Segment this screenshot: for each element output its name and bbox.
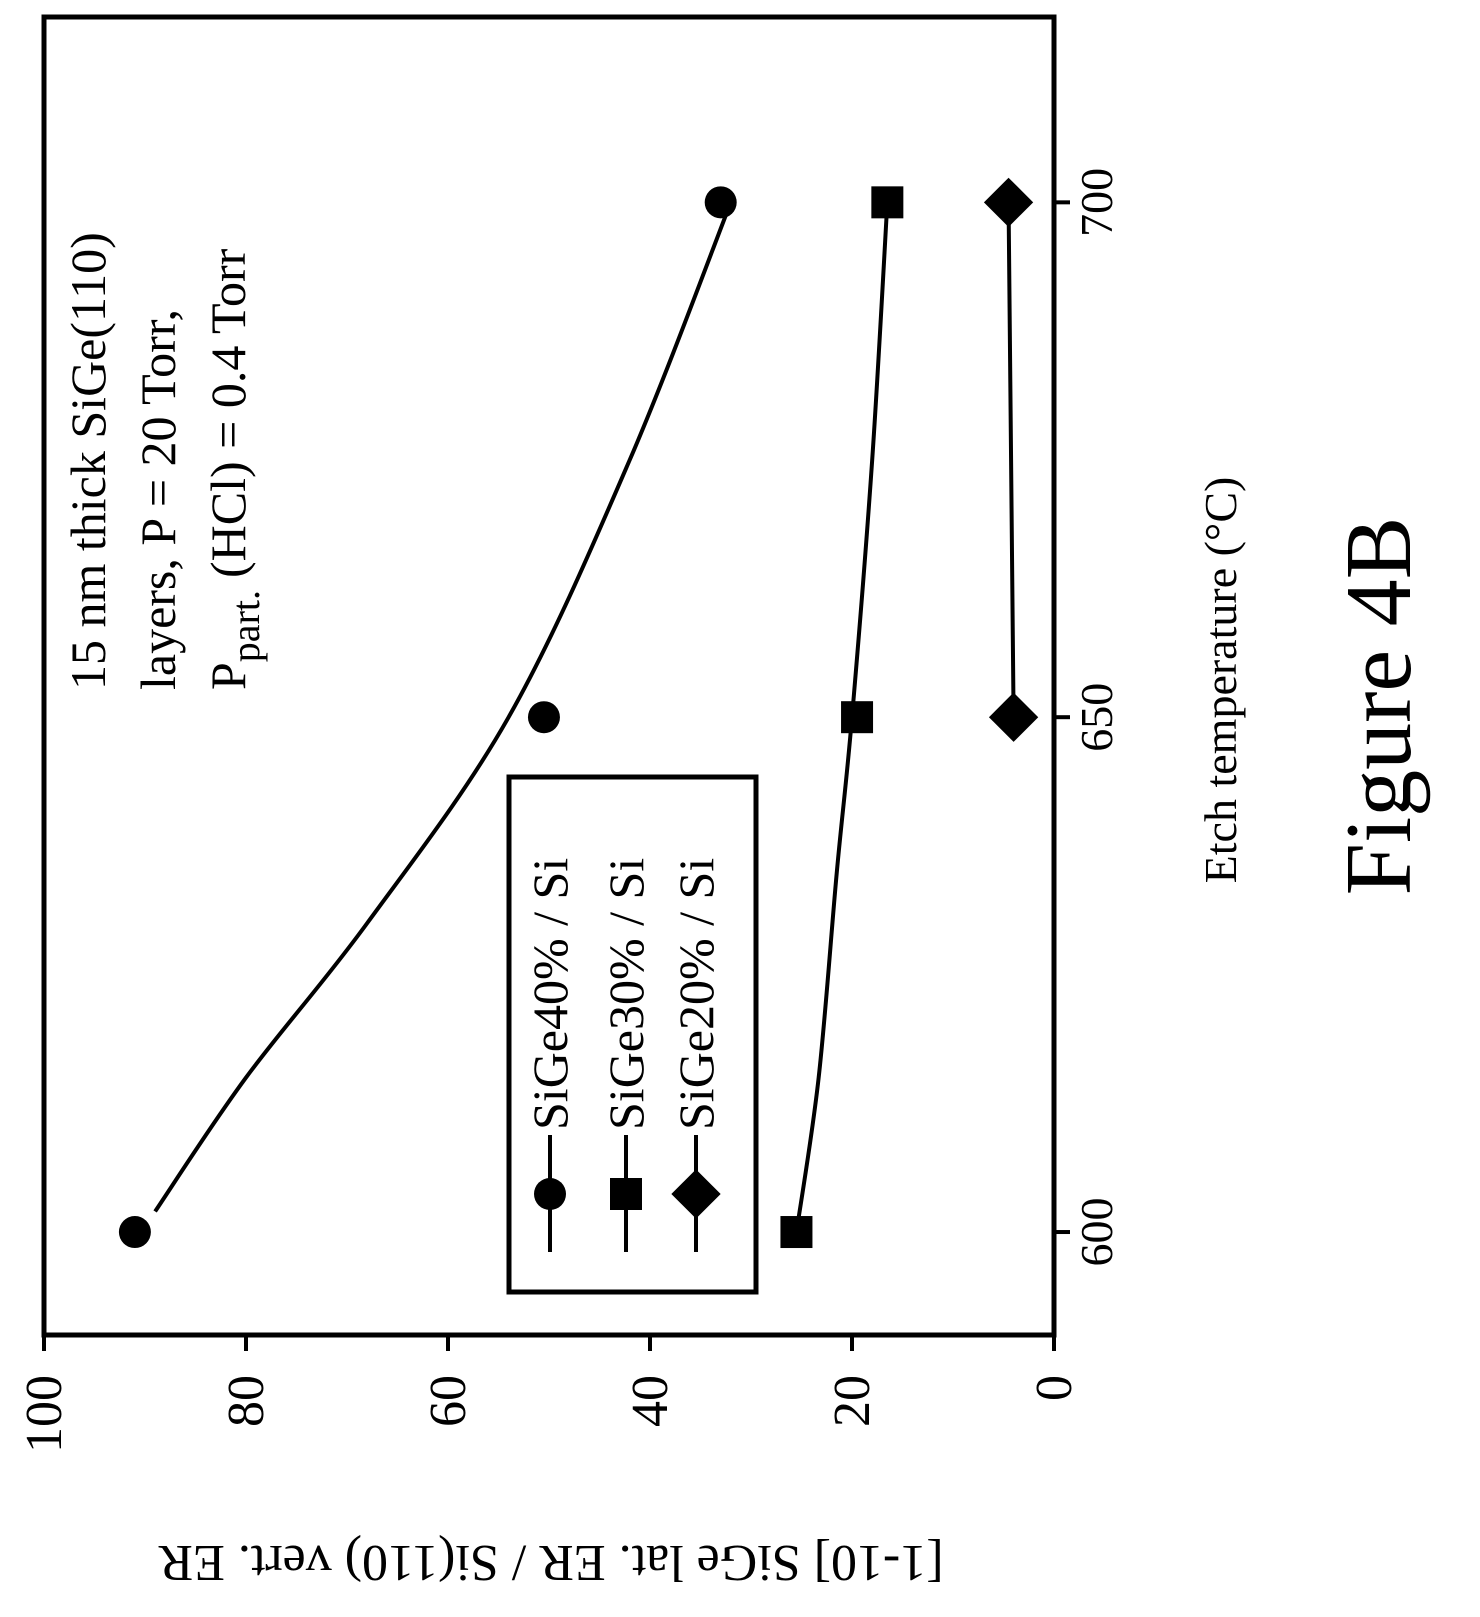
y-tick-label-100: 100 (16, 1375, 73, 1453)
annotation-line-2: layers, P = 20 Torr, (130, 309, 186, 690)
y-axis-label: [1-10] SiGe lat. ER / Si(110) vert. ER (158, 1534, 943, 1591)
legend-frame (506, 774, 759, 1295)
annotation-line-3: Ppart. (HCl) = 0.4 Torr (200, 248, 268, 690)
annotation-p: P (200, 662, 256, 690)
series-3-point-650 (988, 692, 1039, 742)
y-tick-label-20: 20 (824, 1375, 881, 1427)
plot-frame (41, 14, 1057, 1338)
series-2-point-650 (841, 701, 874, 734)
x-tick-label-600: 600 (1071, 1198, 1122, 1267)
legend-marker-3 (671, 1169, 721, 1219)
y-tick-label-80: 80 (218, 1375, 275, 1427)
x-tick-label-650: 650 (1071, 683, 1122, 752)
annotation-line-1: 15 nm thick SiGe(110) (60, 232, 116, 690)
y-axis: 0 20 40 60 80 100 (16, 1335, 1083, 1453)
legend-label-3: SiGe20% / Si (668, 858, 724, 1130)
x-axis-label: Etch temperature (°C) (1195, 477, 1246, 884)
series-1-curve (153, 201, 733, 1213)
series-3-point-700 (983, 177, 1034, 227)
legend-label-2: SiGe30% / Si (598, 858, 654, 1130)
annotation-hcl: (HCl) = 0.4 Torr (200, 248, 256, 578)
y-tick-label-40: 40 (622, 1375, 679, 1427)
data-points (118, 177, 1039, 1249)
series-2-point-700 (871, 186, 904, 219)
legend-label-1: SiGe40% / Si (522, 858, 578, 1130)
legend-marker-1 (534, 1178, 566, 1210)
series-1-point-600 (118, 1216, 151, 1249)
y-tick-label-60: 60 (420, 1375, 477, 1427)
legend: SiGe40% / Si SiGe30% / Si SiGe20% / Si (506, 774, 759, 1295)
x-tick-label-700: 700 (1071, 168, 1122, 237)
series-1-point-650 (527, 701, 560, 734)
annotation-p-subscript: part. (223, 590, 268, 662)
figure-caption: Figure 4B (1327, 517, 1431, 896)
series-3-curve (1006, 202, 1016, 718)
series-2-point-600 (780, 1216, 813, 1249)
annotation: 15 nm thick SiGe(110) layers, P = 20 Tor… (60, 232, 268, 690)
y-tick-label-0: 0 (1026, 1375, 1083, 1401)
legend-marker-2 (610, 1178, 642, 1210)
series-2-curve (794, 202, 890, 1233)
fit-curves (153, 201, 1016, 1233)
x-axis: 600 650 700 (1054, 168, 1122, 1267)
chart: 0 20 40 60 80 100 600 650 700 SiGe40% / Si SiGe3… (16, 14, 1246, 1591)
series-1-point-700 (704, 186, 737, 219)
legend-items: SiGe40% / Si SiGe30% / Si SiGe20% / Si (522, 858, 724, 1252)
